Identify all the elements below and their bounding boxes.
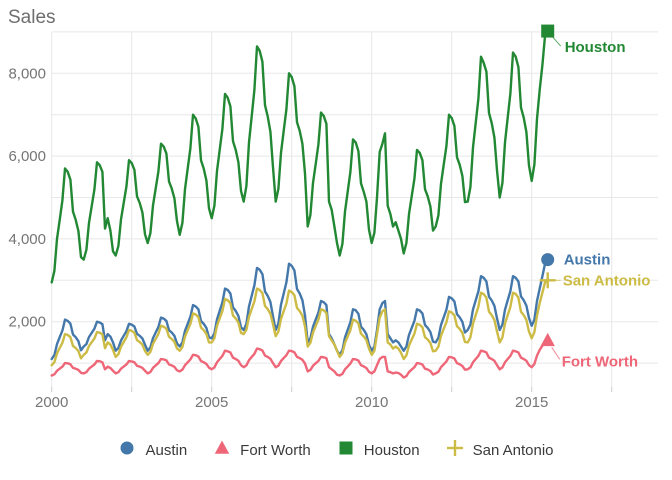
end-label-leader-houston <box>552 36 562 47</box>
x-axis-tick-label: 2000 <box>35 394 68 411</box>
y-axis-tick-label: 4,000 <box>8 231 46 248</box>
triangle-icon <box>213 439 231 462</box>
chart-canvas: 2,000 4,000 6,000 8,000 2000 2005 2010 2015 Sale… <box>8 7 658 411</box>
series-line-fort-worth <box>50 339 549 379</box>
x-axis-tick-label: 2005 <box>195 394 228 411</box>
cross-icon <box>446 439 463 456</box>
end-label-fort-worth: Fort Worth <box>562 353 638 370</box>
circle-icon <box>120 441 134 454</box>
square-icon <box>541 24 555 38</box>
sales-line-chart: 2,000 4,000 6,000 8,000 2000 2005 2010 2015 Sale… <box>8 7 658 411</box>
end-label-austin: Austin <box>564 252 611 269</box>
circle-icon <box>118 439 136 462</box>
cross-icon <box>446 439 464 462</box>
x-axis-tick-label: 2010 <box>355 394 388 411</box>
y-axis-tick-label: 6,000 <box>8 148 46 165</box>
end-label-leader-fort-worth <box>551 347 561 360</box>
legend-item-san-antonio[interactable]: San Antonio <box>446 439 554 462</box>
legend-item-austin[interactable]: Austin <box>118 439 187 462</box>
triangle-icon <box>214 440 230 454</box>
square-icon <box>337 439 355 462</box>
series-line-san-antonio <box>50 279 549 367</box>
legend-label: San Antonio <box>472 441 554 459</box>
end-label-san-antonio: San Antonio <box>563 272 651 289</box>
series-line-houston <box>50 29 549 284</box>
x-axis-tick-label: 2015 <box>515 394 548 411</box>
legend-item-fort-worth[interactable]: Fort Worth <box>213 439 311 462</box>
circle-icon <box>541 253 555 267</box>
square-icon <box>339 441 353 454</box>
legend-label: Fort Worth <box>240 441 311 459</box>
end-label-houston: Houston <box>565 39 626 56</box>
y-axis-tick-label: 2,000 <box>8 314 46 331</box>
y-axis-tick-label: 8,000 <box>8 65 46 82</box>
chart-title: Sales <box>8 7 56 28</box>
legend-item-houston[interactable]: Houston <box>337 439 420 462</box>
chart-legend: Austin Fort Worth Houston San Antonio <box>0 425 672 475</box>
legend-label: Houston <box>363 441 420 459</box>
legend-label: Austin <box>145 441 188 459</box>
series-line-austin <box>50 258 549 361</box>
triangle-icon <box>540 332 555 347</box>
